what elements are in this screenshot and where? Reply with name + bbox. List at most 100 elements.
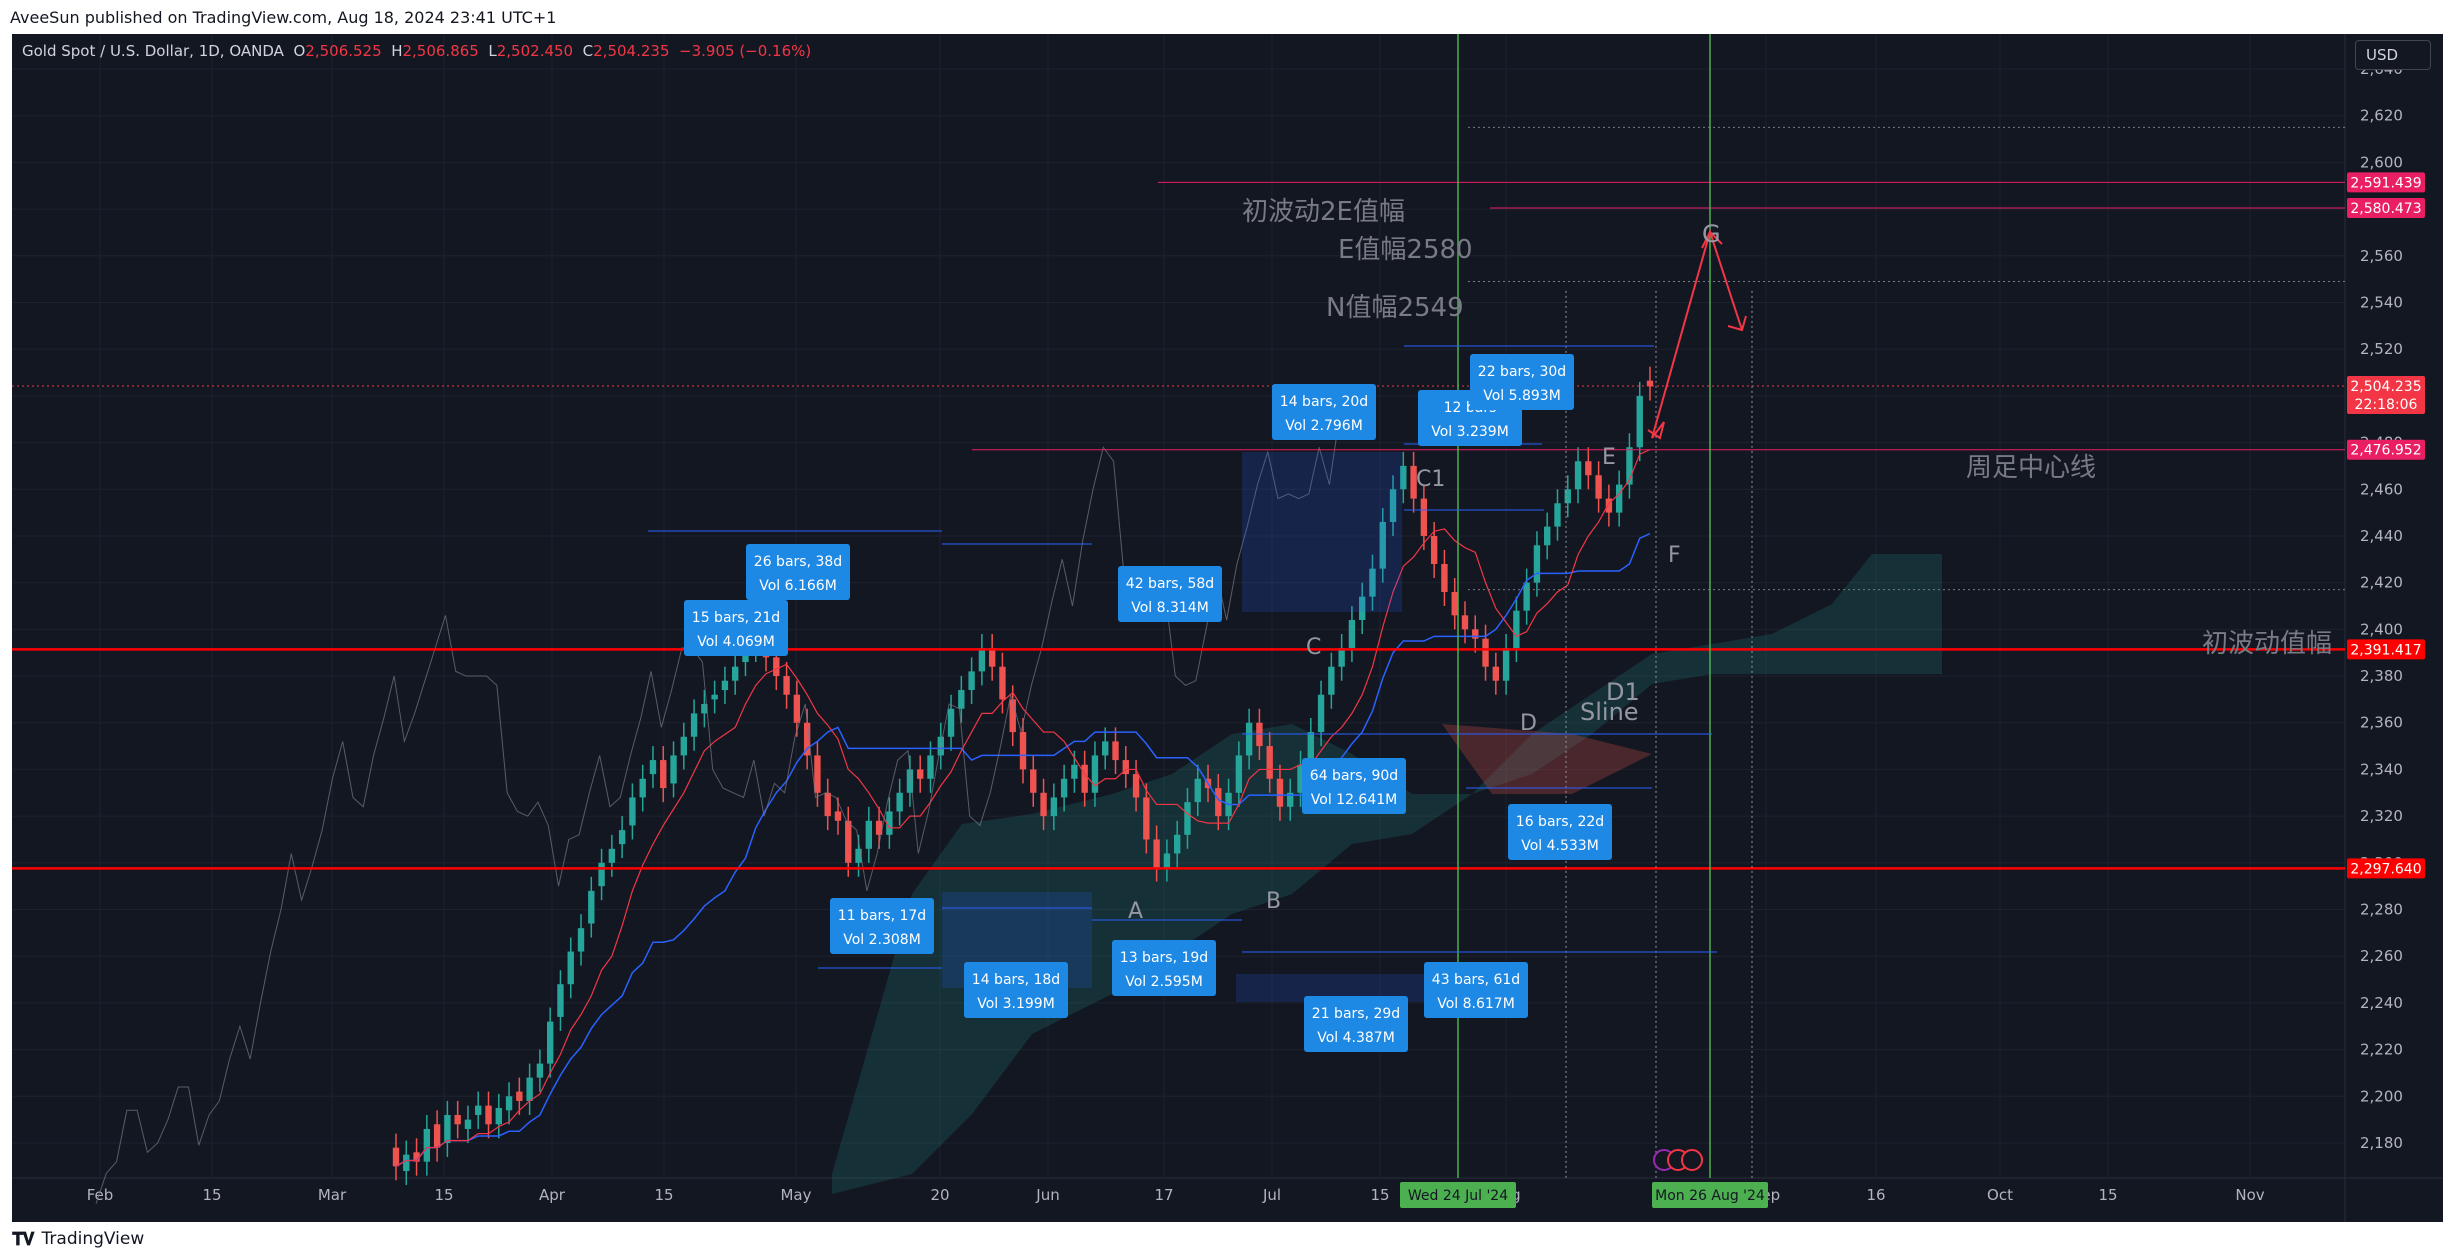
footer-bar: 𝐓𝐕 TradingView — [0, 1222, 2455, 1256]
event-flag-icon — [1681, 1149, 1703, 1171]
measure-box[interactable]: 64 bars, 90d Vol 12.641M — [1302, 758, 1406, 814]
measure-box[interactable]: 13 bars, 19d Vol 2.595M — [1112, 940, 1216, 996]
price-axis-label: 2,504.235 — [2350, 379, 2421, 395]
candle-body — [1492, 666, 1500, 681]
candle-body — [968, 671, 975, 691]
currency-button[interactable]: USD — [2355, 40, 2431, 70]
candle-body — [1369, 568, 1376, 597]
measure-box[interactable]: 21 bars, 29d Vol 4.387M — [1304, 996, 1408, 1052]
candle-body — [1482, 638, 1489, 667]
candle-body — [1636, 395, 1643, 448]
chart-annotation-text: G — [1702, 220, 1721, 248]
measure-box-text: 43 bars, 61d — [1432, 972, 1520, 988]
kijun-line — [395, 532, 1651, 1167]
price-axis-label: 2,476.952 — [2350, 443, 2421, 459]
measure-box[interactable]: 26 bars, 38d Vol 6.166M — [746, 544, 850, 600]
measure-box[interactable]: 16 bars, 22d Vol 4.533M — [1508, 804, 1612, 860]
candle-body — [803, 722, 811, 756]
price-axis-label: 2,580.473 — [2350, 201, 2421, 217]
candle-body — [1564, 489, 1571, 504]
candle-body — [485, 1105, 492, 1125]
measure-box-text: 42 bars, 58d — [1126, 576, 1214, 592]
tradingview-logo-icon: 𝐓𝐕 — [12, 1228, 35, 1250]
price-tick-label: 2,400 — [2360, 620, 2403, 638]
measure-box-text: 21 bars, 29d — [1312, 1006, 1400, 1022]
measure-box-bg — [964, 962, 1068, 1018]
candle-body — [1030, 769, 1037, 793]
high-value: 2,506.865 — [402, 42, 479, 60]
measure-box-bg — [684, 600, 788, 656]
candle-body — [1338, 648, 1345, 667]
price-tick-label: 2,360 — [2360, 714, 2403, 732]
chart-annotation-text: E值幅2580 — [1338, 235, 1473, 265]
measure-box[interactable]: 42 bars, 58d Vol 8.314M — [1118, 566, 1222, 622]
candle-body — [1595, 475, 1602, 499]
candle-body — [1245, 722, 1253, 756]
chart-annotation-text: E — [1602, 445, 1616, 470]
arrow-head — [1701, 230, 1723, 249]
low-key: L — [488, 42, 497, 60]
measure-box-bg — [830, 898, 934, 954]
chart-annotation-text: F — [1668, 543, 1681, 568]
price-chart[interactable]: 2,1802,2002,2202,2402,2602,2802,3002,320… — [12, 34, 2443, 1222]
candle-body — [1430, 535, 1438, 564]
candle-body — [1585, 461, 1592, 476]
price-tick-label: 2,180 — [2360, 1134, 2403, 1152]
candle-body — [1513, 610, 1520, 649]
time-tick-label: May — [780, 1186, 811, 1204]
candle-body — [1173, 834, 1181, 854]
time-tick-label: Oct — [1987, 1186, 2013, 1204]
measure-box-text: Vol 2.595M — [1125, 974, 1203, 990]
publisher-header: AveeSun published on TradingView.com, Au… — [0, 0, 2455, 34]
candle-body — [495, 1107, 502, 1125]
candle-body — [1215, 788, 1222, 817]
date-axis-label-bg — [1400, 1182, 1516, 1208]
candle-body — [1461, 615, 1469, 630]
measure-box[interactable]: 14 bars, 18d Vol 3.199M — [964, 962, 1068, 1018]
measure-box-text: 64 bars, 90d — [1310, 768, 1398, 784]
measure-box[interactable]: 43 bars, 61d Vol 8.617M — [1424, 962, 1528, 1018]
price-tick-label: 2,420 — [2360, 574, 2403, 592]
price-axis-label-bg — [2347, 639, 2425, 660]
price-tick-label: 2,320 — [2360, 807, 2403, 825]
chart-annotation-text: C — [1306, 635, 1321, 660]
candle-body — [927, 755, 934, 779]
chart-annotation-text: A — [1128, 899, 1143, 924]
candle-body — [423, 1128, 431, 1162]
candle-body — [1143, 797, 1150, 840]
candle-body — [1163, 853, 1171, 868]
candle-body — [1410, 465, 1417, 499]
chart-annotation-text: N值幅2549 — [1326, 293, 1464, 323]
measure-box-bg — [1118, 566, 1222, 622]
candle-body — [999, 666, 1006, 700]
candle-body — [958, 690, 965, 709]
candle-body — [1122, 760, 1129, 775]
measure-box[interactable]: 22 bars, 30d Vol 5.893M — [1470, 354, 1574, 410]
change-value: −3.905 (−0.16%) — [679, 42, 812, 60]
candle-body — [1420, 498, 1428, 536]
price-axis-label: 2,591.439 — [2350, 175, 2421, 191]
price-tick-label: 2,600 — [2360, 153, 2403, 171]
close-key: C — [582, 42, 594, 60]
chart-annotation-text: B — [1266, 889, 1281, 914]
date-axis-label: Wed 24 Jul '24 — [1408, 1188, 1508, 1204]
candle-body — [526, 1077, 533, 1101]
time-tick-label: Feb — [87, 1186, 114, 1204]
measure-box[interactable]: 11 bars, 17d Vol 2.308M — [830, 898, 934, 954]
candle-body — [1091, 755, 1099, 793]
price-axis-label-bg — [2347, 375, 2425, 414]
measure-box[interactable]: 14 bars, 20d Vol 2.796M — [1272, 384, 1376, 440]
measure-box-bg — [1112, 940, 1216, 996]
price-axis-label: 2,297.640 — [2350, 861, 2421, 877]
candle-body — [1441, 563, 1448, 592]
candle-body — [690, 713, 698, 737]
candle-body — [1317, 694, 1325, 733]
measure-box-text: Vol 4.533M — [1521, 838, 1599, 854]
candle-body — [660, 760, 667, 789]
measure-box[interactable]: 15 bars, 21d Vol 4.069M — [684, 600, 788, 656]
candle-body — [1544, 526, 1551, 546]
candle-body — [1359, 596, 1366, 621]
candle-body — [1348, 620, 1356, 649]
candle-body — [464, 1119, 472, 1129]
candle-body — [1554, 503, 1561, 527]
